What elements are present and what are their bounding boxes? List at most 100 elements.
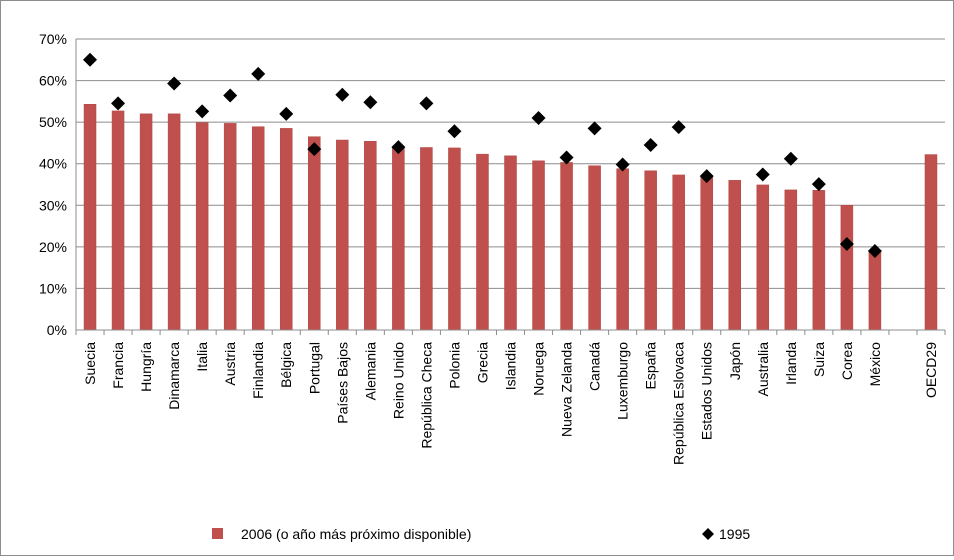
point-1995 — [755, 167, 770, 182]
bar — [139, 113, 153, 331]
x-tick-label: Reino Unido — [390, 342, 406, 419]
bar — [840, 205, 854, 331]
x-tick-label: Irlanda — [783, 342, 799, 385]
x-tick-label: Islandia — [503, 342, 519, 390]
bar — [336, 139, 349, 331]
point-1995 — [811, 177, 826, 192]
bar — [476, 153, 489, 331]
point-1995 — [167, 76, 182, 91]
x-tick-label: Luxemburgo — [615, 342, 631, 420]
x-tick-label: Hungría — [138, 342, 154, 392]
point-1995 — [671, 120, 686, 135]
point-1995 — [447, 124, 462, 139]
point-1995 — [839, 236, 854, 251]
bar — [924, 154, 938, 331]
point-1995 — [279, 106, 294, 121]
legend-marker-1995 — [702, 528, 714, 540]
bar — [532, 160, 545, 331]
x-tick-label: Italia — [194, 342, 210, 372]
x-tick-label: Bélgica — [278, 342, 294, 388]
point-1995 — [867, 244, 882, 259]
bar — [728, 180, 742, 331]
bar — [868, 249, 882, 331]
bar — [420, 147, 433, 331]
y-tick-label: 10% — [39, 280, 67, 296]
point-1995 — [391, 140, 406, 155]
y-tick-label: 0% — [47, 322, 67, 338]
point-1995 — [419, 96, 434, 111]
x-tick-label: Australia — [755, 342, 771, 397]
bar — [195, 122, 209, 331]
point-1995 — [783, 151, 798, 166]
bar — [644, 170, 657, 331]
bar — [672, 174, 685, 331]
bar — [784, 189, 798, 331]
bar — [616, 168, 629, 331]
axes — [75, 39, 946, 335]
point-1995 — [587, 121, 602, 136]
x-tick-labels: Suecia Francia Hungría Dinamarca Italia Austr… — [82, 342, 939, 465]
y-tick-label: 40% — [39, 156, 67, 172]
x-tick-label: Francia — [110, 342, 126, 389]
y-tick-labels: 0% 10% 20% 30% 40% 50% 60% 70% — [39, 31, 67, 338]
point-1995 — [251, 66, 266, 81]
bar — [392, 147, 405, 331]
bar — [279, 128, 293, 331]
point-1995 — [195, 104, 210, 119]
x-tick-label: Países Bajos — [334, 342, 350, 424]
bar — [83, 104, 97, 331]
x-tick-label: España — [643, 342, 659, 390]
point-1995 — [111, 96, 126, 111]
point-1995 — [559, 150, 574, 165]
y-tick-label: 70% — [39, 31, 67, 47]
point-1995 — [699, 169, 714, 184]
legend-label-2006: 2006 (o año más próximo disponible) — [241, 526, 471, 542]
bars — [83, 104, 938, 331]
x-tick-label: Finlandia — [250, 342, 266, 399]
x-tick-label: México — [867, 342, 883, 387]
bar — [364, 141, 377, 331]
bar — [251, 126, 265, 331]
x-tick-label: Alemania — [362, 342, 378, 401]
x-tick-label: República Checa — [418, 342, 434, 449]
bar — [167, 113, 181, 331]
point-1995 — [531, 110, 546, 125]
x-tick-label: Estados Unidos — [699, 342, 715, 440]
bar — [812, 190, 826, 331]
point-1995 — [615, 157, 630, 172]
x-tick-label: Grecia — [474, 342, 490, 383]
point-1995 — [307, 142, 322, 157]
y-tick-label: 60% — [39, 73, 67, 89]
x-tick-label: República Eslovaca — [671, 342, 687, 465]
legend: 2006 (o año más próximo disponible) 1995 — [212, 526, 750, 542]
y-tick-label: 30% — [39, 197, 67, 213]
legend-label-1995: 1995 — [719, 526, 750, 542]
bar — [700, 177, 713, 331]
bar — [756, 184, 770, 331]
x-tick-label: Portugal — [306, 342, 322, 394]
legend-swatch-2006 — [212, 528, 223, 539]
bar — [448, 147, 461, 331]
x-tick-label: Canadá — [587, 342, 603, 391]
point-1995 — [335, 87, 350, 102]
y-tick-label: 20% — [39, 239, 67, 255]
bar — [560, 162, 573, 331]
x-tick-label: Suecia — [82, 342, 98, 385]
x-tick-label: OECD29 — [923, 342, 939, 398]
point-1995 — [363, 95, 378, 110]
bar — [223, 123, 237, 331]
bar — [308, 136, 321, 331]
x-tick-label: Noruega — [531, 342, 547, 396]
point-1995 — [223, 88, 238, 103]
point-1995 — [643, 138, 658, 153]
x-tick-label: Nueva Zelanda — [559, 342, 575, 437]
bar — [111, 110, 125, 331]
y-tick-label: 50% — [39, 114, 67, 130]
bar — [588, 165, 601, 331]
x-tick-label: Corea — [839, 342, 855, 380]
bar — [504, 155, 517, 331]
points — [83, 52, 882, 259]
point-1995 — [83, 52, 98, 67]
